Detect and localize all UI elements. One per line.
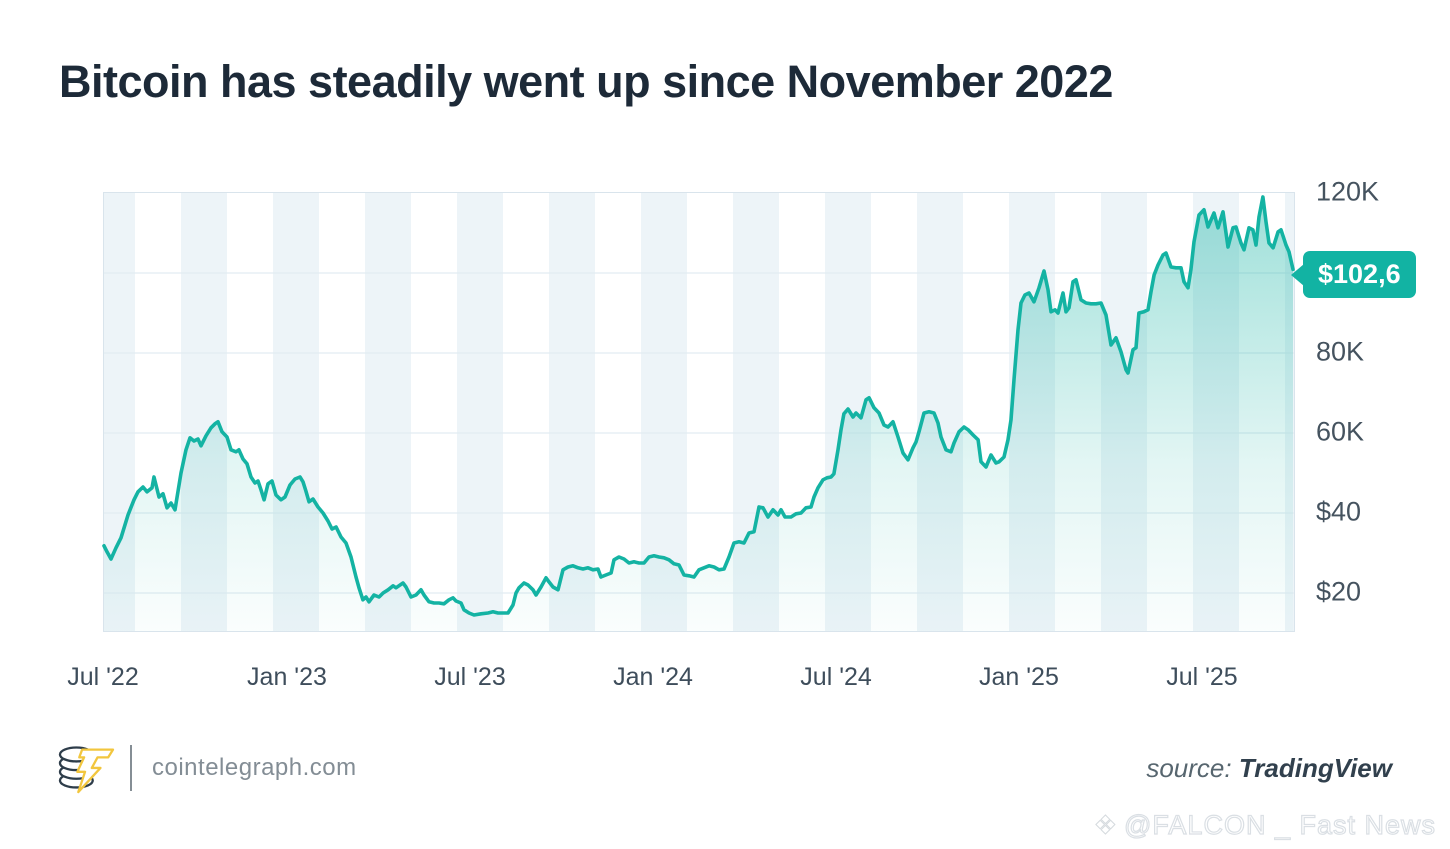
y-axis-label: 80K bbox=[1316, 336, 1365, 367]
x-axis-label: Jan '24 bbox=[613, 663, 693, 691]
lightning-bolt-icon bbox=[76, 748, 115, 794]
x-axis-label: Jul '24 bbox=[800, 663, 872, 691]
price-line bbox=[102, 195, 1295, 617]
area-fill bbox=[104, 197, 1293, 631]
chart-plot-area bbox=[102, 192, 1295, 632]
price-chart bbox=[102, 195, 1295, 631]
y-axis-label: 60K bbox=[1316, 416, 1365, 447]
page-title: Bitcoin has steadily went up since Novem… bbox=[59, 56, 1113, 107]
cointelegraph-logo bbox=[58, 746, 115, 794]
x-axis-label: Jul '22 bbox=[67, 663, 139, 691]
source-label: source: bbox=[1146, 753, 1232, 783]
source-credit: source: TradingView bbox=[1146, 753, 1392, 784]
x-axis-label: Jul '25 bbox=[1166, 663, 1238, 691]
x-axis-label: Jan '23 bbox=[247, 663, 327, 691]
y-axis-label: $40 bbox=[1316, 496, 1362, 527]
x-axis-label: Jul '23 bbox=[434, 663, 506, 691]
x-axis-label: Jan '25 bbox=[979, 663, 1059, 691]
badge-arrow-icon bbox=[1291, 263, 1304, 286]
watermark-text: @FALCON _ Fast News bbox=[1123, 809, 1436, 840]
y-axis-label: 120K bbox=[1316, 176, 1380, 207]
diamond-icon: ❖ bbox=[1093, 810, 1119, 841]
site-label: cointelegraph.com bbox=[152, 754, 357, 781]
price-badge-value: $102,6 bbox=[1318, 259, 1401, 289]
watermark: ❖ @FALCON _ Fast News bbox=[1093, 809, 1436, 841]
y-axis-label: $20 bbox=[1316, 576, 1362, 607]
price-badge: $102,6 bbox=[1291, 251, 1416, 298]
source-name: TradingView bbox=[1238, 753, 1392, 783]
logo-divider bbox=[130, 745, 132, 791]
